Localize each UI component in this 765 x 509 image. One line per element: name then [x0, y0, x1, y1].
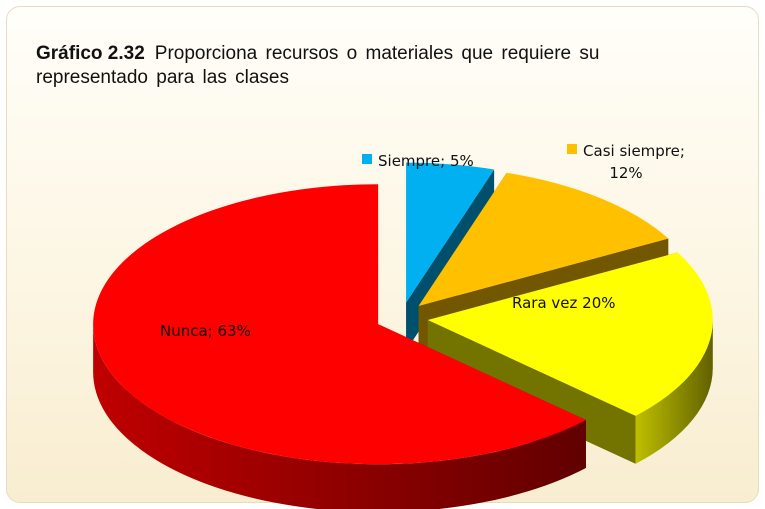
data-label: Nunca; 63%: [160, 322, 251, 340]
data-label-group: Siempre; 5%: [362, 150, 522, 172]
data-label-group: Nunca; 63%: [160, 320, 320, 342]
data-label: Siempre; 5%: [378, 152, 474, 170]
legend-key: [362, 154, 372, 164]
slice-side: [93, 324, 586, 509]
slice-side: [635, 319, 713, 464]
data-label-group: Rara vez 20%: [512, 292, 692, 314]
chart-title: Gráfico 2.32: [36, 43, 145, 64]
data-label-group: Casi siempre; 12%: [566, 140, 686, 184]
slice: [406, 162, 495, 303]
data-label: Casi siempre; 12%: [583, 142, 685, 182]
slice: [93, 184, 586, 465]
slice: [427, 252, 713, 416]
data-label: Rara vez 20%: [512, 294, 616, 312]
legend-key: [567, 144, 578, 154]
chart-subtitle: Proporciona recursos o materiales que re…: [36, 43, 600, 88]
title-block: Gráfico 2.32 Proporciona recursos o mater…: [36, 42, 716, 90]
slice: [418, 172, 669, 306]
